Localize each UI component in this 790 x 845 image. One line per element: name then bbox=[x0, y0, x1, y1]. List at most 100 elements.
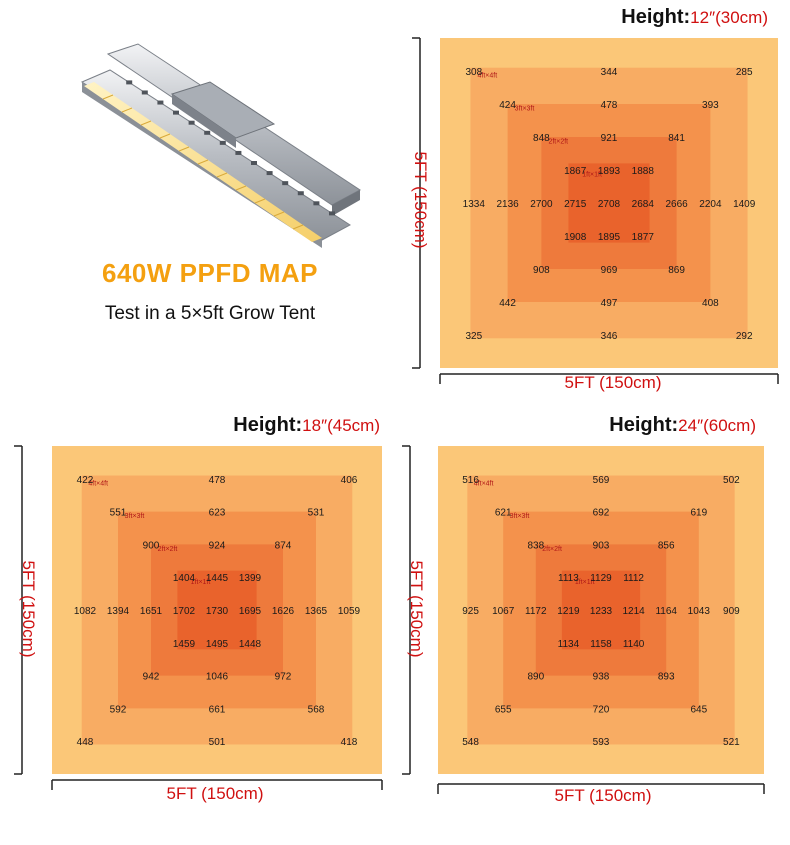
led-strip-divider bbox=[140, 120, 152, 126]
heat-sink-slot bbox=[173, 110, 179, 115]
ppfd-value: 1867 bbox=[564, 166, 587, 177]
ppfd-value: 593 bbox=[593, 737, 610, 748]
ppfd-value: 903 bbox=[593, 540, 610, 551]
ppfd-value: 1888 bbox=[632, 166, 655, 177]
ppfd-value: 502 bbox=[723, 475, 740, 486]
ppfd-map-18in: 4ft×4ft 3ft×3ft 2ft×2ft 1ft×1ft 422 478 406 551… bbox=[14, 445, 383, 790]
ppfd-value: 1164 bbox=[655, 606, 677, 617]
ppfd-value: 2700 bbox=[530, 199, 553, 210]
ppfd-value: 1404 bbox=[173, 573, 196, 584]
ppfd-value: 2204 bbox=[699, 199, 722, 210]
ppfd-value: 848 bbox=[533, 133, 550, 144]
ppfd-value: 972 bbox=[275, 672, 292, 683]
ppfd-value: 924 bbox=[209, 540, 226, 551]
map-heading-24in: Height:24″(60cm) bbox=[430, 414, 756, 437]
ppfd-value: 874 bbox=[275, 540, 292, 551]
ppfd-value: 1140 bbox=[623, 639, 645, 650]
led-strip-divider bbox=[178, 146, 190, 152]
ppfd-value: 1908 bbox=[564, 232, 587, 243]
led-strip-divider bbox=[292, 224, 304, 230]
led-strip-divider bbox=[159, 133, 171, 139]
ppfd-value: 1459 bbox=[173, 639, 196, 650]
led-strip-divider bbox=[121, 107, 133, 113]
ppfd-value: 1394 bbox=[107, 606, 130, 617]
ppfd-value: 1134 bbox=[558, 639, 580, 650]
ppfd-value: 893 bbox=[658, 672, 675, 683]
ppfd-value: 569 bbox=[593, 475, 610, 486]
led-strip-divider bbox=[273, 211, 285, 217]
height-label: Height: bbox=[609, 414, 679, 436]
ppfd-value: 838 bbox=[527, 540, 544, 551]
zone-core bbox=[561, 570, 641, 650]
ppfd-value: 909 bbox=[723, 606, 740, 617]
ppfd-value: 1129 bbox=[590, 573, 612, 584]
led-strip-divider bbox=[235, 185, 247, 191]
ppfd-value: 1082 bbox=[74, 606, 97, 617]
ppfd-map-12in: 4ft×4ft 3ft×3ft 2ft×2ft 1ft×1ft 308 344 285 424… bbox=[412, 37, 779, 384]
ppfd-value: 406 bbox=[341, 475, 358, 486]
led-strip-divider bbox=[102, 94, 114, 100]
ppfd-value: 661 bbox=[209, 704, 226, 715]
ppfd-value: 2715 bbox=[564, 199, 587, 210]
heat-sink-slot bbox=[126, 80, 133, 85]
y-axis-label: 5FT (150cm) bbox=[19, 560, 38, 658]
ppfd-value: 2136 bbox=[496, 199, 519, 210]
ppfd-value: 1158 bbox=[590, 639, 612, 650]
ppfd-value: 325 bbox=[465, 331, 482, 342]
ppfd-value: 501 bbox=[209, 737, 226, 748]
ppfd-value: 1702 bbox=[173, 606, 196, 617]
ppfd-value: 1877 bbox=[632, 232, 655, 243]
heat-sink-slot bbox=[313, 201, 320, 206]
ppfd-value: 1113 bbox=[558, 573, 579, 584]
zone-label-3ft: 3ft×3ft bbox=[125, 513, 145, 520]
ppfd-value: 478 bbox=[601, 100, 618, 111]
y-axis-label: 5FT (150cm) bbox=[407, 560, 426, 658]
map-heading-12in: Height:12″(30cm) bbox=[430, 6, 768, 29]
ppfd-value: 720 bbox=[593, 704, 610, 715]
height-label: Height: bbox=[233, 414, 303, 436]
heat-sink-slot bbox=[266, 171, 273, 176]
ppfd-value: 655 bbox=[495, 704, 512, 715]
heat-sink-slot bbox=[251, 161, 257, 165]
ppfd-value: 478 bbox=[209, 475, 226, 486]
ppfd-value: 292 bbox=[736, 331, 753, 342]
heat-sink-slot bbox=[157, 100, 164, 105]
zone-label-3ft: 3ft×3ft bbox=[510, 513, 530, 520]
ppfd-value: 1399 bbox=[239, 573, 262, 584]
zone-label-4ft: 4ft×4ft bbox=[474, 480, 494, 487]
ppfd-value: 418 bbox=[341, 737, 358, 748]
ppfd-value: 925 bbox=[462, 606, 479, 617]
ppfd-value: 1445 bbox=[206, 573, 229, 584]
ppfd-value: 1730 bbox=[206, 606, 229, 617]
ppfd-value: 422 bbox=[77, 475, 94, 486]
heat-sink-slots bbox=[126, 80, 335, 216]
ppfd-value: 442 bbox=[499, 298, 516, 309]
height-value: 18″(45cm) bbox=[302, 416, 380, 435]
heat-sink-slot bbox=[282, 181, 289, 186]
ppfd-value: 942 bbox=[143, 672, 160, 683]
ppfd-value: 621 bbox=[495, 508, 512, 519]
led-strip-divider bbox=[197, 159, 209, 165]
height-value: 24″(60cm) bbox=[678, 416, 756, 435]
ppfd-value: 568 bbox=[308, 704, 325, 715]
ppfd-value: 1334 bbox=[463, 199, 486, 210]
ppfd-map-24in: 4ft×4ft 3ft×3ft 2ft×2ft 1ft×1ft 516 569 502 621… bbox=[402, 445, 765, 794]
zone-label-2ft: 2ft×2ft bbox=[542, 546, 562, 553]
ppfd-value: 1651 bbox=[140, 606, 163, 617]
zone-label-4ft: 4ft×4ft bbox=[88, 480, 108, 487]
ppfd-value: 521 bbox=[723, 737, 740, 748]
zone-label-4ft: 4ft×4ft bbox=[477, 73, 497, 80]
led-strip-divider bbox=[216, 172, 228, 178]
ppfd-value: 1172 bbox=[525, 606, 547, 617]
ppfd-value: 969 bbox=[601, 265, 618, 276]
zone-label-2ft: 2ft×2ft bbox=[158, 546, 178, 553]
y-axis-label: 5FT (150cm) bbox=[411, 151, 430, 249]
ppfd-value: 692 bbox=[593, 508, 610, 519]
ppfd-value: 623 bbox=[209, 508, 226, 519]
ppfd-value: 408 bbox=[702, 298, 719, 309]
heat-sink-slot bbox=[204, 130, 211, 135]
ppfd-value: 1495 bbox=[206, 639, 229, 650]
height-value: 12″(30cm) bbox=[690, 8, 768, 27]
ppfd-value: 2666 bbox=[665, 199, 688, 210]
heat-sink-slot bbox=[329, 211, 335, 216]
